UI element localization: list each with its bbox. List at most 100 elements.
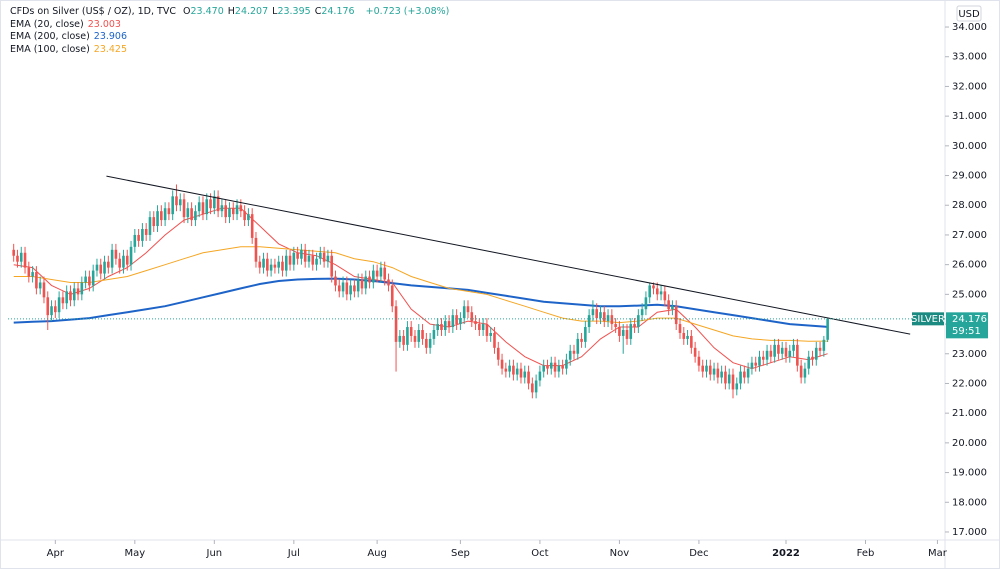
candle-body <box>27 267 31 277</box>
candle-body <box>618 327 621 336</box>
candle-body <box>190 208 193 221</box>
countdown: 59:51 <box>952 326 981 337</box>
candle-body <box>743 371 746 378</box>
candle-body <box>178 199 182 206</box>
y-tick-label: 29.000 <box>952 171 987 182</box>
candle-body <box>773 344 776 357</box>
legend-name: EMA (100, close) <box>10 43 90 55</box>
candle-body <box>693 347 697 357</box>
candle-body <box>451 315 455 328</box>
ohlc: O23.470 H24.207 L23.395 C24.176 <box>183 6 359 17</box>
candle-body <box>277 261 280 268</box>
candle-body <box>194 211 197 221</box>
candle-body <box>496 347 500 360</box>
candle-body <box>826 318 829 340</box>
candle-body <box>758 356 761 366</box>
candle-body <box>667 300 670 310</box>
candle-body <box>110 249 114 268</box>
ema-line <box>13 277 828 328</box>
legend-value: 23.003 <box>87 18 121 30</box>
candle-body <box>663 291 667 301</box>
candle-body <box>425 338 428 348</box>
candle-body <box>107 261 110 268</box>
candle-body <box>137 234 140 241</box>
candle-body <box>334 276 337 286</box>
candle-body <box>474 321 477 325</box>
ema-legend: EMA (20, close) 23.003 EMA (200, close) 23.… <box>10 19 453 57</box>
y-tick-label: 21.000 <box>952 408 987 419</box>
candle-body <box>686 335 689 339</box>
candle-body <box>727 374 731 384</box>
candle-body <box>247 214 250 221</box>
candle-body <box>156 211 159 227</box>
ema-line <box>13 246 828 342</box>
candle-body <box>406 327 409 345</box>
candle-body <box>674 306 678 325</box>
candle-body <box>387 279 390 286</box>
candle-body <box>777 344 780 354</box>
candle-body <box>364 276 368 289</box>
candle-body <box>42 282 46 298</box>
candle-body <box>368 276 371 283</box>
candle-body <box>462 306 466 319</box>
ohlc-label: H <box>227 6 235 17</box>
candle-body <box>735 383 739 390</box>
y-tick-label: 18.000 <box>952 497 987 508</box>
candle-body <box>205 199 209 215</box>
candle-body <box>489 332 492 336</box>
candle-body <box>792 344 795 351</box>
candle-body <box>19 252 23 262</box>
candle-body <box>652 285 655 289</box>
candle-body <box>163 208 167 221</box>
candle-body <box>57 297 61 313</box>
y-tick-label: 23.000 <box>952 349 987 360</box>
candle-body <box>788 350 792 357</box>
candle-body <box>50 306 53 316</box>
candle-body <box>678 324 682 333</box>
candle-body <box>538 371 542 381</box>
candle-body <box>171 196 174 215</box>
symbol-tag: SILVER <box>911 314 945 325</box>
y-tick-label: 20.000 <box>952 438 987 449</box>
candle-body <box>141 229 144 241</box>
candle-body <box>186 208 190 218</box>
candle-body <box>602 312 606 322</box>
y-tick-label: 31.000 <box>952 111 987 122</box>
candle-body <box>587 315 591 328</box>
candle-body <box>118 258 121 268</box>
candle-body <box>413 335 417 342</box>
candle-body <box>724 371 727 384</box>
candle-body <box>629 324 633 339</box>
candle-body <box>765 350 769 360</box>
ema-line <box>13 207 828 370</box>
candle-body <box>542 365 545 372</box>
candle-body <box>95 264 99 271</box>
candle-body <box>31 272 34 277</box>
symbol: CFDs on Silver (US$ / OZ), 1D, TVC <box>10 6 176 17</box>
candle-body <box>436 324 439 330</box>
candle-body <box>91 270 95 286</box>
candle-body <box>811 356 814 360</box>
last-price-box <box>946 312 988 339</box>
candle-body <box>750 362 754 369</box>
candle-body <box>807 356 811 369</box>
candle-body <box>197 202 201 212</box>
candle-body <box>61 297 65 304</box>
candle-body <box>349 285 352 295</box>
candle-body <box>754 362 758 366</box>
ohlc-value: 24.176 <box>321 6 355 17</box>
candle-body <box>356 279 360 292</box>
candle-body <box>459 318 462 325</box>
candle-body <box>375 270 379 277</box>
candle-body <box>659 291 663 295</box>
candle-body <box>239 205 243 212</box>
candle-body <box>584 327 587 342</box>
candle-body <box>421 330 424 339</box>
ohlc-label: O <box>183 6 191 17</box>
candle-body <box>485 324 489 336</box>
candle-body <box>262 258 265 268</box>
candle-body <box>644 297 648 310</box>
candle-body <box>701 365 705 372</box>
candle-body <box>35 272 38 289</box>
x-tick-label: Mar <box>928 548 948 559</box>
